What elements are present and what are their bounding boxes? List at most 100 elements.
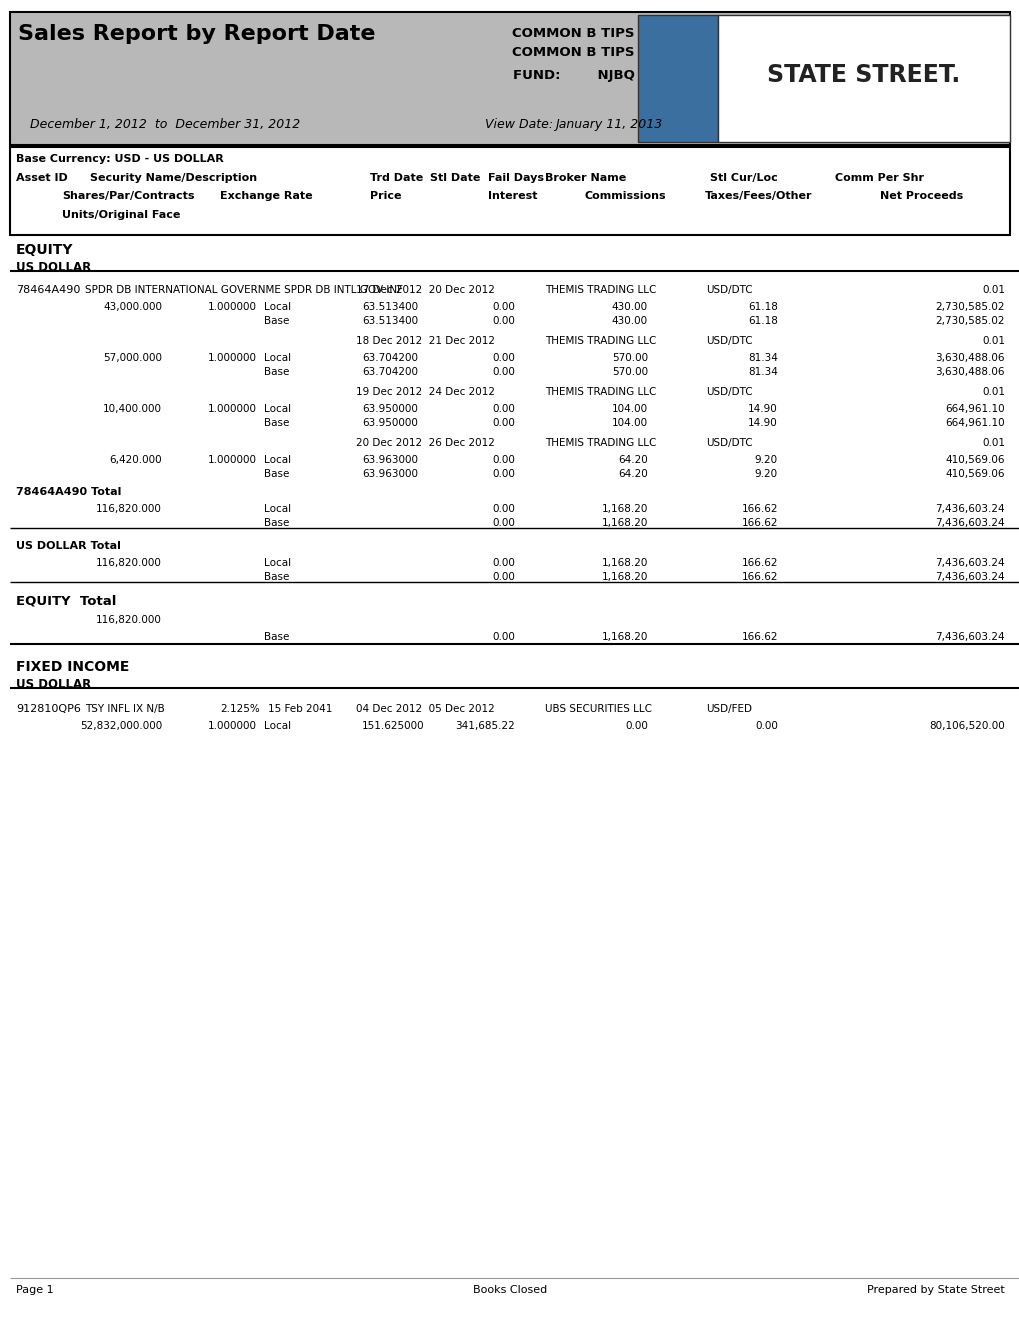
Text: 1.000000: 1.000000: [208, 455, 257, 465]
Text: Base: Base: [264, 572, 289, 582]
Text: 0.00: 0.00: [491, 315, 515, 326]
Text: 116,820.000: 116,820.000: [96, 615, 162, 624]
Text: 0.01: 0.01: [981, 337, 1004, 346]
Text: USD/DTC: USD/DTC: [705, 337, 752, 346]
Text: 17 Dec 2012  20 Dec 2012: 17 Dec 2012 20 Dec 2012: [356, 285, 494, 294]
Text: 2,730,585.02: 2,730,585.02: [934, 302, 1004, 312]
Text: 166.62: 166.62: [741, 632, 777, 642]
Text: US DOLLAR Total: US DOLLAR Total: [16, 541, 121, 550]
Text: 0.00: 0.00: [491, 455, 515, 465]
Text: 664,961.10: 664,961.10: [945, 418, 1004, 428]
Text: 0.00: 0.00: [491, 352, 515, 363]
Text: Commissions: Commissions: [585, 191, 666, 201]
Text: 1.000000: 1.000000: [208, 352, 257, 363]
Text: 63.950000: 63.950000: [362, 404, 418, 414]
Text: Local: Local: [264, 404, 290, 414]
Text: 0.00: 0.00: [491, 572, 515, 582]
Text: 20 Dec 2012  26 Dec 2012: 20 Dec 2012 26 Dec 2012: [356, 438, 494, 447]
Text: 63.513400: 63.513400: [362, 302, 418, 312]
Text: Base: Base: [264, 367, 289, 378]
Text: 166.62: 166.62: [741, 558, 777, 568]
Text: 80,106,520.00: 80,106,520.00: [928, 721, 1004, 731]
Text: 1,168.20: 1,168.20: [601, 504, 647, 513]
Text: Broker Name: Broker Name: [544, 173, 626, 183]
Text: 10,400.000: 10,400.000: [103, 404, 162, 414]
Text: 0.00: 0.00: [625, 721, 647, 731]
Text: 2,730,585.02: 2,730,585.02: [934, 315, 1004, 326]
Text: 7,436,603.24: 7,436,603.24: [934, 558, 1004, 568]
Text: COMMON B TIPS: COMMON B TIPS: [512, 26, 635, 40]
Text: USD/DTC: USD/DTC: [705, 387, 752, 397]
Text: 0.00: 0.00: [754, 721, 777, 731]
Text: 0.01: 0.01: [981, 387, 1004, 397]
Text: 166.62: 166.62: [741, 517, 777, 528]
Text: 570.00: 570.00: [611, 352, 647, 363]
Text: EQUITY: EQUITY: [16, 243, 73, 257]
Text: 3,630,488.06: 3,630,488.06: [934, 367, 1004, 378]
Text: USD/DTC: USD/DTC: [705, 438, 752, 447]
Text: 430.00: 430.00: [611, 302, 647, 312]
Text: 166.62: 166.62: [741, 572, 777, 582]
Text: 0.00: 0.00: [491, 367, 515, 378]
Text: 63.963000: 63.963000: [362, 455, 418, 465]
Text: Base: Base: [264, 315, 289, 326]
Text: 664,961.10: 664,961.10: [945, 404, 1004, 414]
Text: Trd Date: Trd Date: [370, 173, 423, 183]
Text: Stl Cur/Loc: Stl Cur/Loc: [709, 173, 777, 183]
Text: 7,436,603.24: 7,436,603.24: [934, 632, 1004, 642]
Text: Shares/Par/Contracts: Shares/Par/Contracts: [62, 191, 195, 201]
Text: Exchange Rate: Exchange Rate: [220, 191, 312, 201]
Text: 64.20: 64.20: [618, 455, 647, 465]
Text: 7,436,603.24: 7,436,603.24: [934, 504, 1004, 513]
Text: 1,168.20: 1,168.20: [601, 632, 647, 642]
Text: Base: Base: [264, 418, 289, 428]
Text: 61.18: 61.18: [747, 302, 777, 312]
Text: USD/DTC: USD/DTC: [705, 285, 752, 294]
Text: Local: Local: [264, 352, 290, 363]
Text: 430.00: 430.00: [611, 315, 647, 326]
Text: US DOLLAR: US DOLLAR: [16, 261, 91, 275]
Text: Units/Original Face: Units/Original Face: [62, 210, 180, 220]
Text: 151.625000: 151.625000: [362, 721, 424, 731]
Text: Stl Date: Stl Date: [430, 173, 480, 183]
Text: 0.01: 0.01: [981, 438, 1004, 447]
Text: 0.00: 0.00: [491, 517, 515, 528]
Text: 14.90: 14.90: [748, 418, 777, 428]
Text: Base: Base: [264, 517, 289, 528]
Text: December 1, 2012  to  December 31, 2012: December 1, 2012 to December 31, 2012: [30, 117, 300, 131]
Text: 116,820.000: 116,820.000: [96, 558, 162, 568]
Text: 912810QP6: 912810QP6: [16, 704, 81, 714]
Text: FIXED INCOME: FIXED INCOME: [16, 660, 129, 675]
Text: TSY INFL IX N/B: TSY INFL IX N/B: [85, 704, 165, 714]
Text: Taxes/Fees/Other: Taxes/Fees/Other: [704, 191, 812, 201]
Text: 570.00: 570.00: [611, 367, 647, 378]
Text: COMMON B TIPS: COMMON B TIPS: [512, 46, 635, 59]
Text: 63.513400: 63.513400: [362, 315, 418, 326]
Text: 63.704200: 63.704200: [362, 367, 418, 378]
Text: 15 Feb 2041: 15 Feb 2041: [268, 704, 332, 714]
Bar: [637, 15, 717, 143]
Text: Local: Local: [264, 302, 290, 312]
Text: 04 Dec 2012  05 Dec 2012: 04 Dec 2012 05 Dec 2012: [356, 704, 494, 714]
Text: Price: Price: [370, 191, 401, 201]
Text: 81.34: 81.34: [747, 367, 777, 378]
Text: 18 Dec 2012  21 Dec 2012: 18 Dec 2012 21 Dec 2012: [356, 337, 494, 346]
Text: 1,168.20: 1,168.20: [601, 517, 647, 528]
Text: Comm Per Shr: Comm Per Shr: [835, 173, 923, 183]
Text: 0.00: 0.00: [491, 302, 515, 312]
Text: 410,569.06: 410,569.06: [945, 455, 1004, 465]
Text: 104.00: 104.00: [611, 418, 647, 428]
Text: 78464A490 Total: 78464A490 Total: [16, 487, 121, 498]
Text: 2.125%: 2.125%: [220, 704, 260, 714]
Text: UBS SECURITIES LLC: UBS SECURITIES LLC: [544, 704, 651, 714]
Text: 19 Dec 2012  24 Dec 2012: 19 Dec 2012 24 Dec 2012: [356, 387, 494, 397]
Text: 63.963000: 63.963000: [362, 469, 418, 479]
Text: 7,436,603.24: 7,436,603.24: [934, 572, 1004, 582]
Text: 116,820.000: 116,820.000: [96, 504, 162, 513]
Text: Interest: Interest: [487, 191, 537, 201]
Text: THEMIS TRADING LLC: THEMIS TRADING LLC: [544, 438, 656, 447]
Text: THEMIS TRADING LLC: THEMIS TRADING LLC: [544, 337, 656, 346]
Bar: [10, 147, 1009, 235]
Text: STATE STREET.: STATE STREET.: [766, 62, 960, 87]
Text: 104.00: 104.00: [611, 404, 647, 414]
